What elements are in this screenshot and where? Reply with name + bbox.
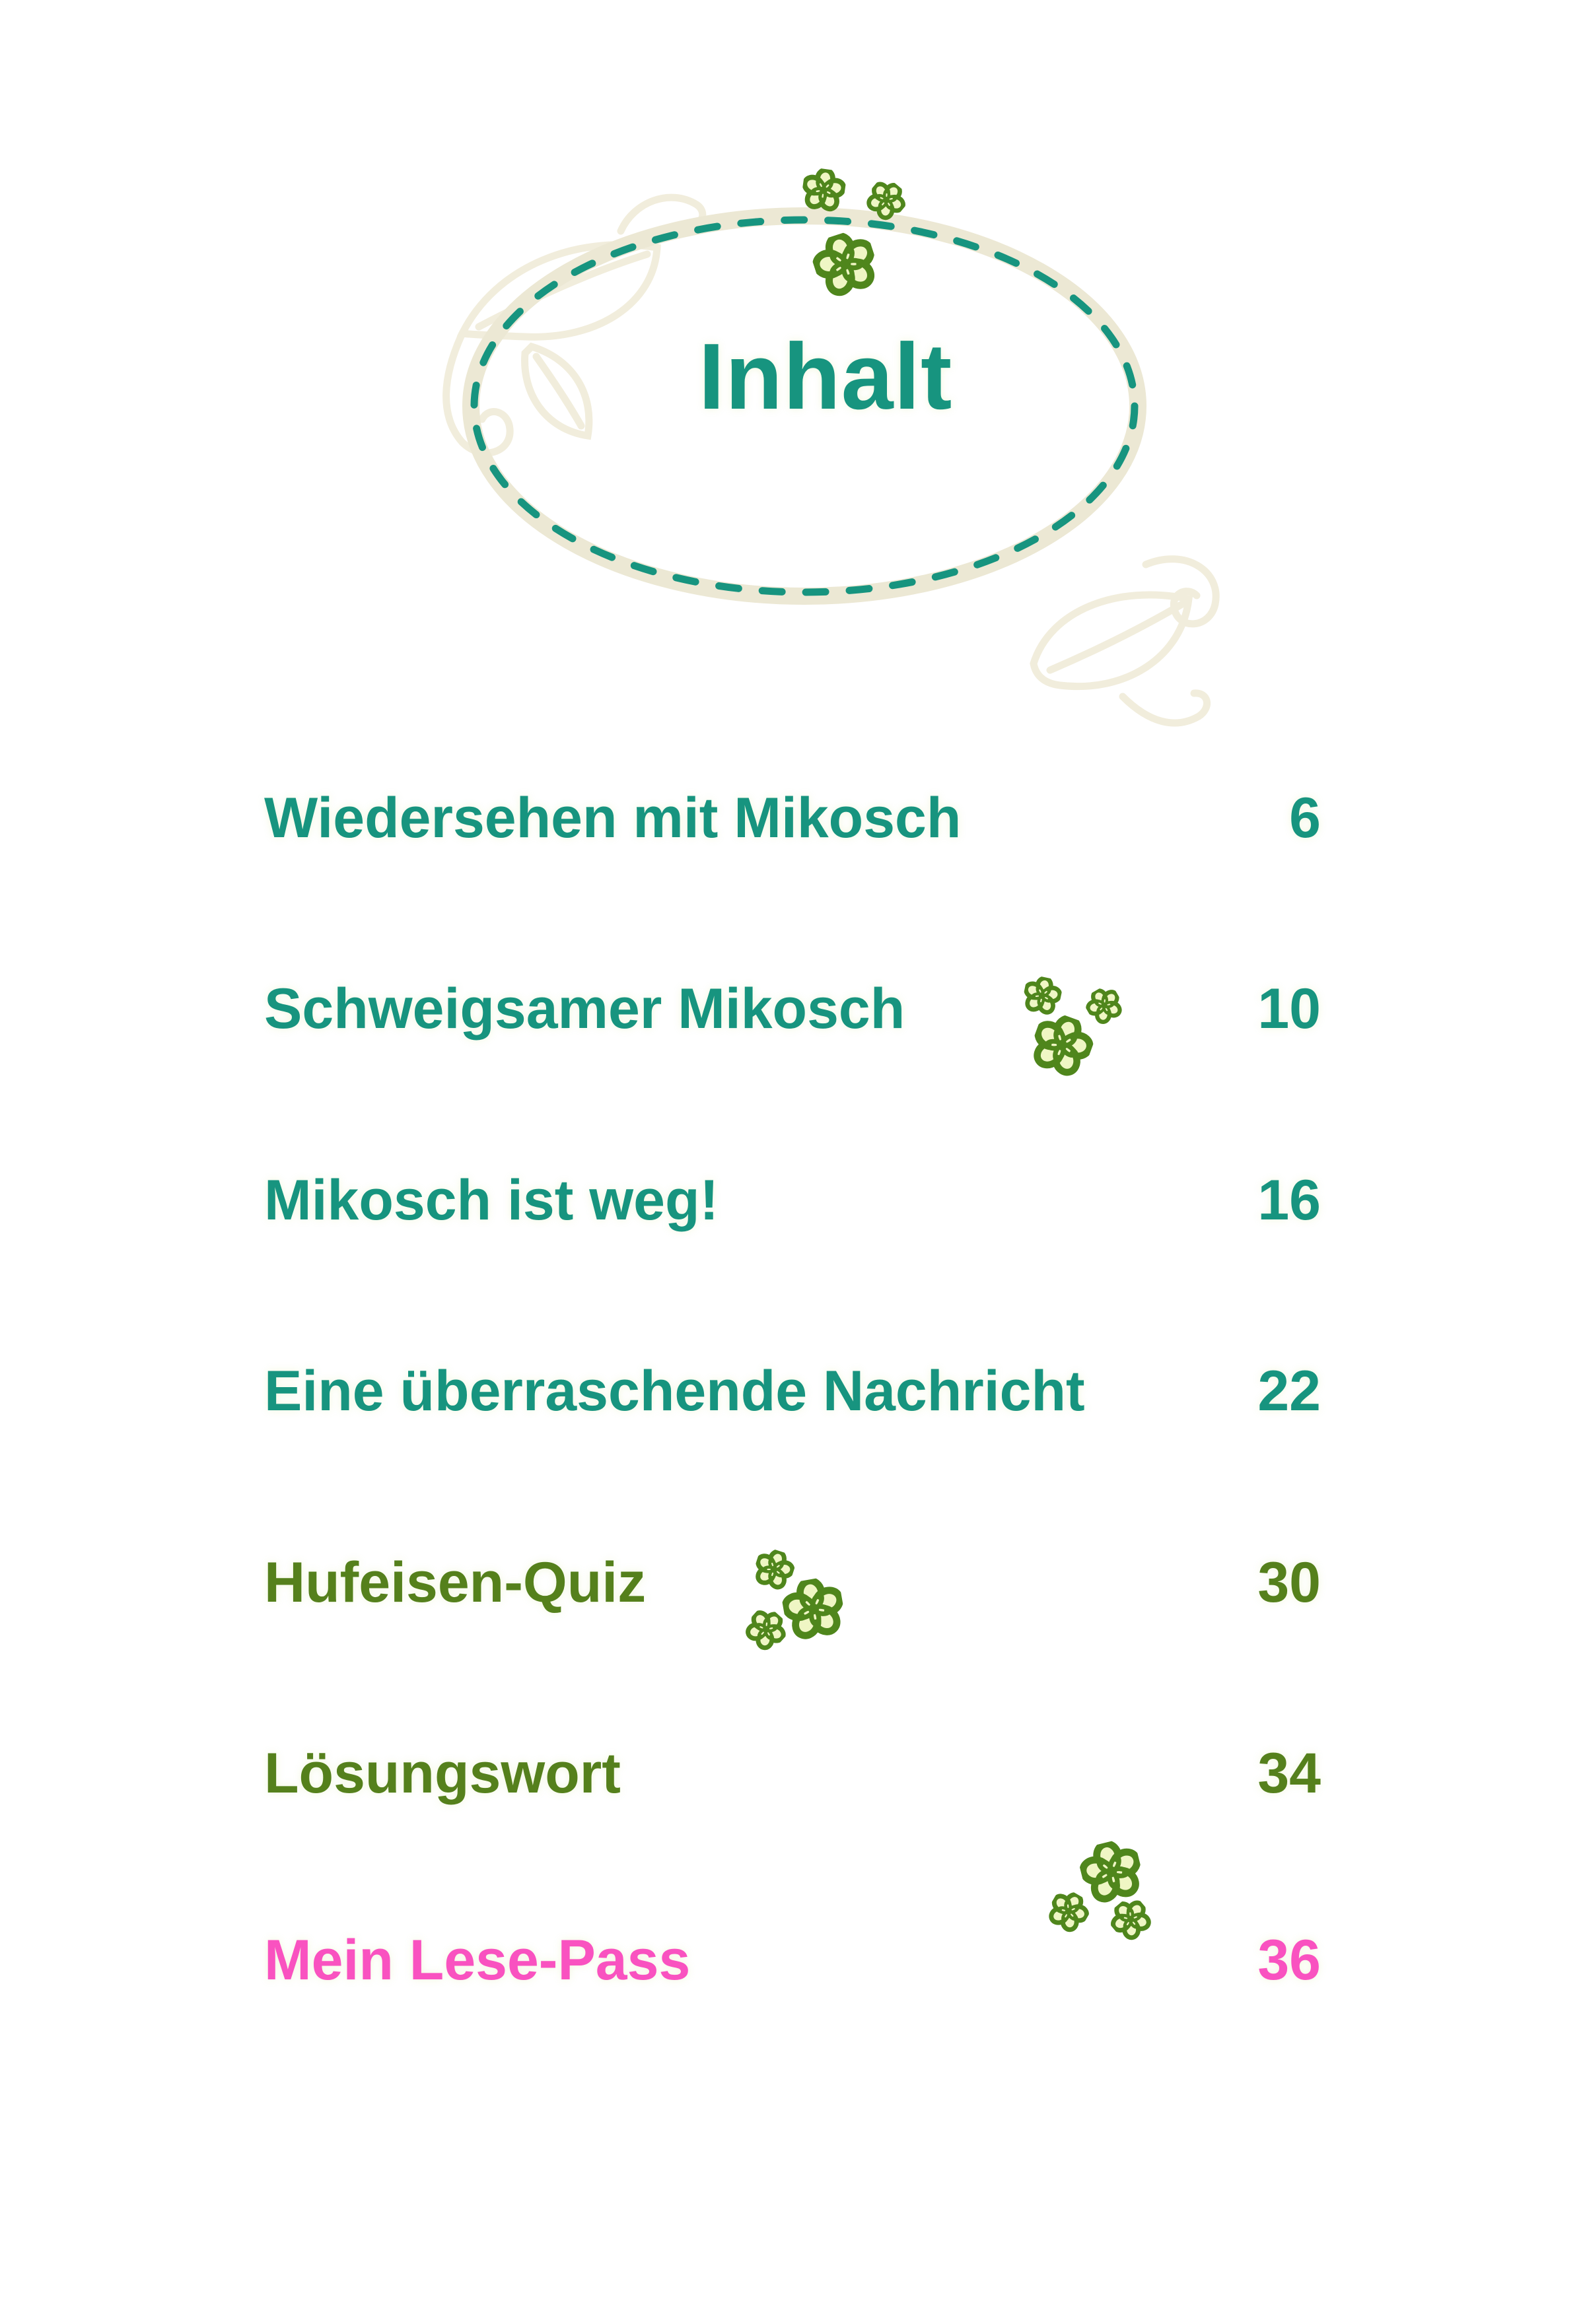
flower-cluster-header-icon xyxy=(799,167,912,302)
toc-row: Schweigsamer Mikosch 10 xyxy=(264,980,1321,1037)
toc-row: Wiedersehen mit Mikosch 6 xyxy=(264,790,1321,846)
toc-entry-page: 10 xyxy=(1257,977,1321,1041)
toc-entry-title: Mein Lese-Pass xyxy=(264,1929,691,1992)
vine-ornament-bottom-right xyxy=(1030,555,1220,727)
toc-entry-title: Wiedersehen mit Mikosch xyxy=(264,786,962,850)
toc-entry-title: Mikosch ist weg! xyxy=(264,1169,719,1232)
toc-entry-page: 36 xyxy=(1257,1929,1321,1992)
title-badge-decoration xyxy=(442,99,1220,727)
flower-cluster-icon xyxy=(700,1519,872,1690)
toc-entry-page: 16 xyxy=(1257,1169,1321,1232)
toc-entry-title: Hufeisen-Quiz xyxy=(264,1551,647,1614)
toc-row: Mikosch ist weg! 16 xyxy=(264,1172,1321,1229)
toc-row: Hufeisen-Quiz 30 xyxy=(264,1554,1321,1611)
toc-entry-page: 22 xyxy=(1257,1359,1321,1423)
toc-entry-title: Schweigsamer Mikosch xyxy=(264,977,905,1041)
toc-entry-page: 6 xyxy=(1289,786,1321,850)
toc-row: Eine überraschende Nachricht 22 xyxy=(264,1363,1321,1419)
page-title: Inhalt xyxy=(698,324,953,429)
title-oval-dashed-border xyxy=(470,216,1139,596)
toc-row: Lösungswort 34 xyxy=(264,1745,1321,1802)
flower-cluster-icon xyxy=(1030,1809,1202,1981)
toc-entry-page: 34 xyxy=(1257,1742,1321,1805)
toc-row: Mein Lese-Pass 36 xyxy=(264,1932,1321,1989)
toc-entry-title: Lösungswort xyxy=(264,1742,621,1805)
toc-entry-page: 30 xyxy=(1257,1551,1321,1614)
toc-entry-title: Eine überraschende Nachricht xyxy=(264,1359,1085,1423)
flower-cluster-icon xyxy=(991,951,1149,1109)
